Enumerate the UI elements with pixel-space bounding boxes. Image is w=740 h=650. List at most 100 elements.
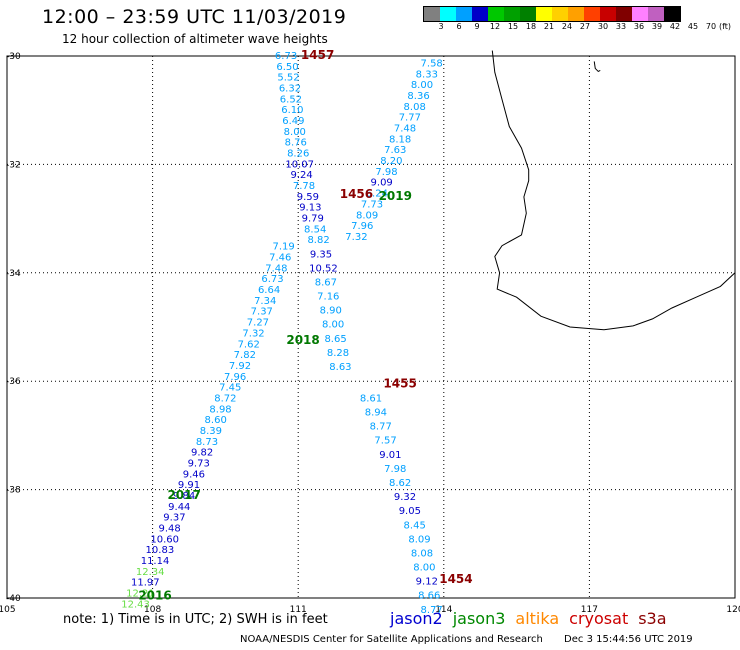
pass-time-label: 2016	[138, 588, 171, 602]
wave-height-label: 9.12	[416, 577, 438, 588]
chart-subtitle: 12 hour collection of altimeter wave hei…	[62, 32, 328, 46]
wave-height-label: 9.09	[371, 178, 393, 189]
wave-height-label: 8.73	[196, 437, 218, 448]
color-scale-tick: 9	[474, 22, 480, 31]
wave-height-label: 8.00	[413, 563, 435, 574]
color-scale-tick: 24	[561, 22, 573, 31]
wave-height-label: 8.65	[324, 334, 346, 345]
wave-height-label: 6.10	[281, 105, 303, 116]
wave-height-label: 8.62	[389, 478, 411, 489]
lat-tick-label: -34	[6, 269, 21, 279]
color-scale-bar	[423, 6, 681, 22]
wave-height-label: 9.24	[290, 170, 312, 181]
color-swatch-2	[456, 7, 472, 21]
lon-tick-label: 117	[581, 605, 598, 615]
wave-height-label: 8.09	[408, 534, 430, 545]
wave-height-label: 6.50	[276, 62, 298, 73]
wave-height-label: 9.84	[173, 491, 195, 502]
wave-height-label: 8.00	[284, 127, 306, 138]
wave-height-label: 8.26	[287, 148, 309, 159]
wave-height-label: 9.37	[163, 513, 185, 524]
wave-height-label: 8.67	[315, 277, 337, 288]
lon-tick-label: 120	[726, 605, 740, 615]
wave-height-label: 6.73	[275, 51, 297, 62]
wave-height-label: 8.18	[389, 134, 411, 145]
wave-height-label: 7.46	[269, 253, 291, 264]
footer-credit: NOAA/NESDIS Center for Satellite Applica…	[240, 634, 543, 645]
wave-height-label: 9.35	[310, 249, 332, 260]
wave-height-label: 9.82	[191, 448, 213, 459]
color-scale-tick: 36	[633, 22, 645, 31]
wave-height-label: 9.05	[399, 506, 421, 517]
wave-height-label: 8.00	[322, 320, 344, 331]
wave-height-label: 6.73	[261, 274, 283, 285]
wave-height-label: 8.28	[327, 348, 349, 359]
wave-height-label: 8.00	[411, 80, 433, 91]
color-swatch-5	[504, 7, 520, 21]
color-swatch-15	[664, 7, 680, 21]
wave-height-label: 7.82	[234, 350, 256, 361]
color-swatch-10	[584, 7, 600, 21]
wave-height-label: 7.16	[317, 292, 339, 303]
color-scale-tick: 42	[669, 22, 681, 31]
color-scale-tick: 30	[597, 22, 609, 31]
wave-height-label: 9.46	[183, 469, 205, 480]
wave-height-label: 8.77	[421, 605, 443, 616]
wave-height-label: 7.78	[293, 181, 315, 192]
lat-tick-label: -40	[6, 594, 21, 604]
wave-height-label: 5.52	[277, 73, 299, 84]
wave-height-label: 7.96	[224, 372, 246, 383]
color-scale-tick: 6	[456, 22, 462, 31]
wave-height-label: 8.63	[329, 362, 351, 373]
wave-height-label: 7.96	[351, 221, 373, 232]
wave-height-label: 7.57	[374, 436, 396, 447]
color-swatch-3	[472, 7, 488, 21]
color-swatch-6	[520, 7, 536, 21]
color-swatch-0	[424, 7, 440, 21]
wave-height-label: 12.34	[136, 567, 165, 578]
legend-s3a: s3a	[638, 609, 667, 628]
color-swatch-14	[648, 7, 664, 21]
wave-height-label: 8.08	[404, 102, 426, 113]
pass-time-label: 2019	[379, 189, 412, 203]
pass-time-label: 1457	[301, 48, 334, 62]
color-scale-tick: 45	[687, 22, 699, 31]
pass-time-label: 2018	[286, 333, 319, 347]
wave-height-label: 8.94	[365, 408, 387, 419]
wave-height-label: 7.48	[265, 263, 287, 274]
legend-cryosat: cryosat	[569, 609, 629, 628]
island-outline	[593, 61, 601, 73]
color-scale-tick: 70	[705, 22, 717, 31]
wave-height-label: 7.98	[375, 167, 397, 178]
color-scale-unit: (ft)	[718, 22, 732, 31]
map-frame	[6, 55, 736, 599]
wave-height-label: 7.98	[384, 464, 406, 475]
lon-tick-label: 114	[435, 605, 452, 615]
wave-height-label: 7.32	[345, 232, 367, 243]
wave-height-label: 6.32	[279, 83, 301, 94]
color-swatch-8	[552, 7, 568, 21]
color-swatch-11	[600, 7, 616, 21]
color-scale-tick: 12	[489, 22, 501, 31]
legend-jason3: jason3	[452, 609, 506, 628]
wave-height-label: 12.43	[121, 599, 150, 610]
legend-jason2: jason2	[390, 609, 443, 628]
wave-height-label: 11.97	[131, 578, 160, 589]
wave-height-label: 8.82	[307, 235, 329, 246]
wave-height-label: 8.45	[404, 520, 426, 531]
wave-height-label: 9.48	[158, 524, 180, 535]
color-swatch-7	[536, 7, 552, 21]
wave-height-label: 8.08	[411, 548, 433, 559]
pass-time-label: 1455	[383, 376, 416, 390]
footer-timestamp: Dec 3 15:44:56 UTC 2019	[564, 634, 693, 645]
wave-height-label: 10.60	[150, 534, 179, 545]
color-scale-tick: 33	[615, 22, 627, 31]
color-swatch-12	[616, 7, 632, 21]
wave-height-label: 8.72	[214, 393, 236, 404]
color-swatch-9	[568, 7, 584, 21]
wave-height-label: 8.98	[209, 404, 231, 415]
pass-time-label: 1454	[439, 572, 472, 586]
wave-height-label: 7.48	[394, 124, 416, 135]
lat-tick-label: -32	[6, 160, 21, 170]
